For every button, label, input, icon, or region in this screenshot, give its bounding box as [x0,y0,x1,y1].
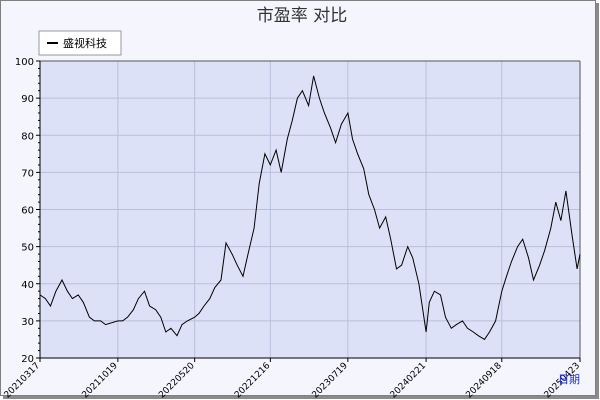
legend-label: 盛视科技 [63,36,107,50]
x-tick-label: 20211019 [81,361,121,400]
x-tick-label: 20210317 [3,361,42,400]
y-tick-label: 90 [21,94,34,105]
x-axis-title: 日期 [558,373,580,386]
y-tick-label: 30 [21,317,34,328]
x-tick-label: 20240221 [389,361,428,400]
y-tick-label: 60 [21,206,34,217]
x-tick-label: 20230719 [311,361,351,400]
y-tick-label: 40 [21,280,34,291]
x-axis: 20210317 20211019 20220520 20221216 20230719… [3,357,582,400]
x-tick-label: 20220520 [157,361,197,400]
x-tick-label: 20221216 [233,361,273,400]
y-tick-label: 50 [21,243,34,254]
y-tick-label: 80 [21,131,34,142]
y-axis: 20 30 40 50 60 70 80 90 100 [15,57,41,365]
x-tick-label: 20240918 [464,361,504,400]
legend: 盛视科技 [38,30,122,56]
series-line-shengshi [39,75,581,341]
y-tick-label: 100 [15,57,34,68]
chart-title: 市盈率 对比 [257,6,347,26]
y-tick-label: 70 [21,168,34,179]
y-tick-label: 20 [21,354,34,365]
